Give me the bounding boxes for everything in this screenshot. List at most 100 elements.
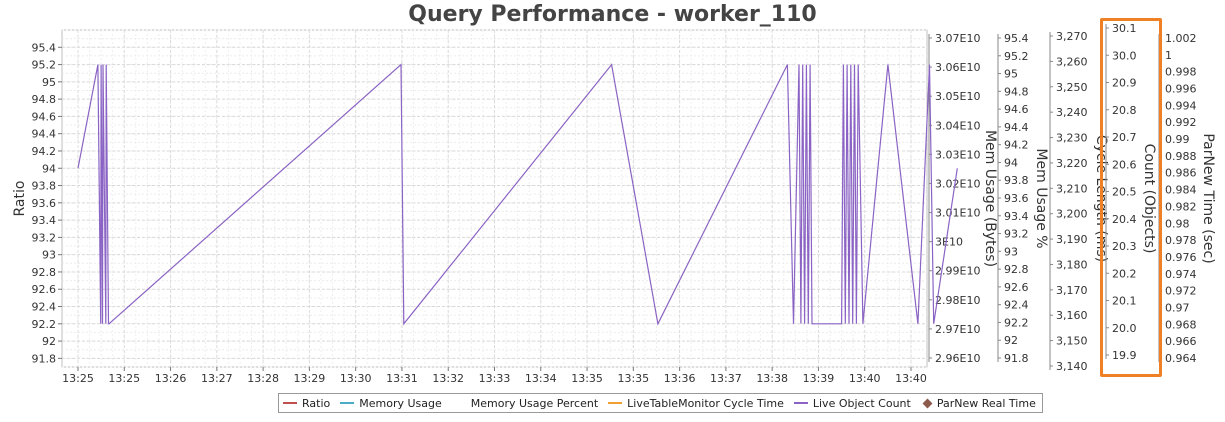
x-tick-label: 13:40: [895, 372, 927, 385]
mem_pct-tick-label: 94: [1004, 156, 1018, 169]
mem_pct-tick-label: 92.8: [1004, 263, 1029, 276]
mem_pct-tick-label: 95: [1004, 68, 1018, 81]
x-tick-label: 13:26: [155, 372, 187, 385]
count-tick-label: 20.6: [1112, 158, 1137, 171]
mem_pct-tick-label: 93.8: [1004, 174, 1029, 187]
parnew-tick-label: 0.982: [1165, 200, 1197, 213]
parnew-tick-label: 0.976: [1165, 251, 1197, 264]
parnew-tick-label: 0.974: [1165, 268, 1197, 281]
mem_pct-tick-label: 92.6: [1004, 281, 1029, 294]
ratio-tick-label: 94.4: [32, 128, 57, 141]
x-tick-label: 13:37: [710, 372, 742, 385]
parnew-tick-label: 0.984: [1165, 184, 1197, 197]
cycle-tick-label: 3,270: [1056, 30, 1088, 43]
mem_bytes-tick-label: 3.07E10: [935, 32, 980, 45]
parnew-tick-label: 0.992: [1165, 116, 1197, 129]
x-tick-label: 13:35: [571, 372, 603, 385]
parnew-tick-label: 0.97: [1165, 301, 1190, 314]
count-tick-label: 20.3: [1112, 240, 1137, 253]
x-tick-label: 13:39: [803, 372, 835, 385]
legend-swatch: [340, 402, 355, 404]
count-tick-label: 20.5: [1112, 186, 1137, 199]
mem_pct-tick-label: 95.2: [1004, 50, 1029, 63]
parnew-tick-label: 0.986: [1165, 167, 1197, 180]
mem_bytes-axis-label: Mem Usage (Bytes): [982, 130, 998, 267]
mem_bytes-tick-label: 2.99E10: [935, 265, 980, 278]
cycle-tick-label: 3,170: [1056, 284, 1088, 297]
count-tick-label: 20.8: [1112, 104, 1137, 117]
legend-label: ParNew Real Time: [936, 396, 1036, 410]
ratio-tick-label: 94.2: [32, 145, 57, 158]
cycle-tick-label: 3,180: [1056, 258, 1088, 271]
ratio-tick-label: 93.6: [32, 197, 57, 210]
chart-title: Query Performance - worker_110: [408, 2, 817, 27]
cycle-tick-label: 3,200: [1056, 208, 1088, 221]
legend-swatch: [922, 398, 933, 408]
mem_pct-tick-label: 92.2: [1004, 316, 1029, 329]
mem_pct-tick-label: 92.4: [1004, 299, 1029, 312]
legend-item: Memory Usage Percent: [452, 397, 598, 410]
count-axis-label: Count (Objects): [1141, 144, 1157, 254]
ratio-tick-label: 94.8: [32, 93, 57, 106]
x-tick-label: 13:25: [108, 372, 140, 385]
mem_bytes-tick-label: 3.04E10: [935, 119, 980, 132]
parnew-tick-label: 0.966: [1165, 335, 1197, 348]
count-tick-label: 20.1: [1112, 295, 1137, 308]
mem_pct-tick-label: 93.2: [1004, 228, 1029, 241]
mem_pct-tick-label: 94.8: [1004, 85, 1029, 98]
mem_bytes-tick-label: 2.98E10: [935, 294, 980, 307]
cycle-tick-label: 3,240: [1056, 106, 1088, 119]
legend-item: Ratio: [283, 397, 330, 410]
mem_pct-tick-label: 94.4: [1004, 121, 1029, 134]
ratio-tick-label: 95.4: [32, 41, 57, 54]
x-tick-label: 13:31: [386, 372, 418, 385]
count-tick-label: 30.1: [1112, 22, 1137, 35]
legend-item: LiveTableMonitor Cycle Time: [608, 397, 784, 410]
mem_pct-tick-label: 92: [1004, 334, 1018, 347]
ratio-tick-label: 94: [42, 162, 56, 175]
ratio-tick-label: 95.2: [32, 59, 57, 72]
x-tick-label: 13:34: [525, 372, 557, 385]
mem_pct-tick-label: 93.6: [1004, 192, 1029, 205]
parnew-tick-label: 0.972: [1165, 285, 1197, 298]
legend-label: LiveTableMonitor Cycle Time: [627, 396, 784, 410]
mem_pct-tick-label: 93.4: [1004, 210, 1029, 223]
x-tick-label: 13:40: [849, 372, 881, 385]
x-tick-label: 13:38: [756, 372, 788, 385]
ratio-tick-label: 93: [42, 249, 56, 262]
x-tick-label: 13:33: [479, 372, 511, 385]
cycle-tick-label: 3,190: [1056, 233, 1088, 246]
x-tick-label: 13:25: [62, 372, 94, 385]
mem_pct-tick-label: 95.4: [1004, 32, 1029, 45]
count-tick-label: 20.2: [1112, 267, 1137, 280]
ratio-axis-label: Ratio: [12, 181, 28, 217]
cycle-tick-label: 3,140: [1056, 360, 1088, 373]
x-tick-label: 13:30: [340, 372, 372, 385]
count-tick-label: 19.9: [1112, 349, 1137, 362]
ratio-tick-label: 94.6: [32, 110, 57, 123]
parnew-tick-label: 0.998: [1165, 66, 1197, 79]
legend-swatch: [452, 402, 466, 404]
legend-label: Memory Usage Percent: [470, 396, 599, 410]
legend-item: ParNew Real Time: [921, 397, 1036, 410]
mem_bytes-tick-label: 3.03E10: [935, 148, 980, 161]
x-tick-label: 13:32: [432, 372, 464, 385]
ratio-tick-label: 92.6: [32, 283, 57, 296]
parnew-tick-label: 1: [1165, 49, 1172, 62]
ratio-tick-label: 91.8: [32, 352, 57, 365]
count-tick-label: 20.4: [1112, 213, 1137, 226]
mem_pct-tick-label: 93: [1004, 245, 1018, 258]
ratio-tick-label: 92.2: [32, 318, 57, 331]
parnew-tick-label: 0.978: [1165, 234, 1197, 247]
mem_bytes-tick-label: 2.96E10: [935, 352, 980, 365]
mem_pct-tick-label: 94.2: [1004, 139, 1029, 152]
cycle-tick-label: 3,230: [1056, 132, 1088, 145]
ratio-tick-label: 93.8: [32, 180, 57, 193]
ratio-tick-label: 93.4: [32, 214, 57, 227]
legend-item: Live Object Count: [793, 397, 911, 410]
ratio-tick-label: 93.2: [32, 231, 57, 244]
cycle-tick-label: 3,160: [1056, 309, 1088, 322]
cycle-tick-label: 3,250: [1056, 81, 1088, 94]
parnew-tick-label: 0.996: [1165, 83, 1197, 96]
